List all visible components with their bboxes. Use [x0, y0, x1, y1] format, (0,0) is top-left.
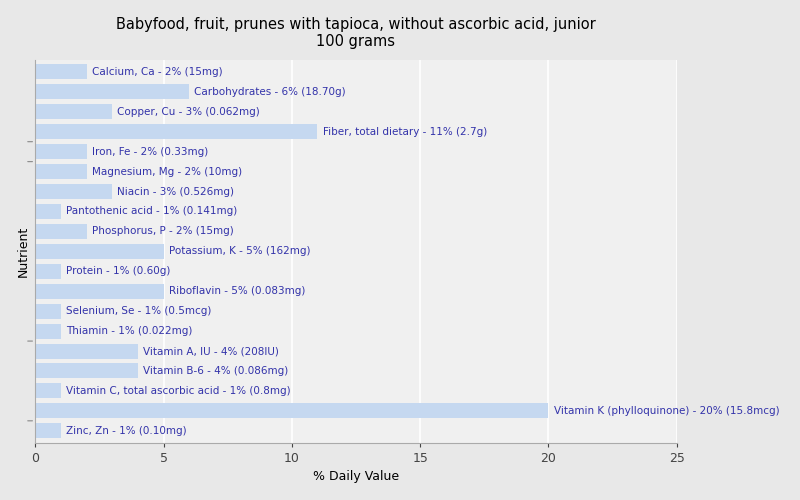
Bar — [35, 104, 112, 120]
Text: Copper, Cu - 3% (0.062mg): Copper, Cu - 3% (0.062mg) — [118, 107, 260, 117]
Bar — [35, 64, 86, 80]
Bar — [35, 124, 318, 139]
Text: Potassium, K - 5% (162mg): Potassium, K - 5% (162mg) — [169, 246, 310, 256]
X-axis label: % Daily Value: % Daily Value — [313, 470, 399, 484]
Text: Protein - 1% (0.60g): Protein - 1% (0.60g) — [66, 266, 170, 276]
Text: Carbohydrates - 6% (18.70g): Carbohydrates - 6% (18.70g) — [194, 87, 346, 97]
Bar — [35, 424, 61, 438]
Bar — [35, 244, 163, 259]
Bar — [35, 384, 61, 398]
Text: Pantothenic acid - 1% (0.141mg): Pantothenic acid - 1% (0.141mg) — [66, 206, 238, 216]
Bar — [35, 324, 61, 338]
Text: Riboflavin - 5% (0.083mg): Riboflavin - 5% (0.083mg) — [169, 286, 305, 296]
Text: Zinc, Zn - 1% (0.10mg): Zinc, Zn - 1% (0.10mg) — [66, 426, 186, 436]
Text: Vitamin C, total ascorbic acid - 1% (0.8mg): Vitamin C, total ascorbic acid - 1% (0.8… — [66, 386, 290, 396]
Text: Phosphorus, P - 2% (15mg): Phosphorus, P - 2% (15mg) — [92, 226, 234, 236]
Bar — [35, 164, 86, 179]
Text: Niacin - 3% (0.526mg): Niacin - 3% (0.526mg) — [118, 186, 234, 196]
Text: Selenium, Se - 1% (0.5mcg): Selenium, Se - 1% (0.5mcg) — [66, 306, 211, 316]
Bar — [35, 344, 138, 358]
Text: Fiber, total dietary - 11% (2.7g): Fiber, total dietary - 11% (2.7g) — [322, 126, 487, 136]
Bar — [35, 264, 61, 279]
Text: Vitamin A, IU - 4% (208IU): Vitamin A, IU - 4% (208IU) — [143, 346, 279, 356]
Bar — [35, 284, 163, 298]
Bar — [35, 364, 138, 378]
Bar — [35, 404, 549, 418]
Bar — [35, 204, 61, 219]
Y-axis label: Nutrient: Nutrient — [17, 226, 30, 277]
Text: Vitamin B-6 - 4% (0.086mg): Vitamin B-6 - 4% (0.086mg) — [143, 366, 288, 376]
Title: Babyfood, fruit, prunes with tapioca, without ascorbic acid, junior
100 grams: Babyfood, fruit, prunes with tapioca, wi… — [116, 16, 596, 49]
Text: Thiamin - 1% (0.022mg): Thiamin - 1% (0.022mg) — [66, 326, 192, 336]
Text: Magnesium, Mg - 2% (10mg): Magnesium, Mg - 2% (10mg) — [92, 166, 242, 176]
Text: Vitamin K (phylloquinone) - 20% (15.8mcg): Vitamin K (phylloquinone) - 20% (15.8mcg… — [554, 406, 779, 416]
Bar — [35, 144, 86, 159]
Bar — [35, 84, 189, 100]
Bar — [35, 224, 86, 239]
Bar — [35, 184, 112, 199]
Bar — [35, 304, 61, 318]
Text: Calcium, Ca - 2% (15mg): Calcium, Ca - 2% (15mg) — [92, 67, 222, 77]
Text: Iron, Fe - 2% (0.33mg): Iron, Fe - 2% (0.33mg) — [92, 146, 208, 156]
